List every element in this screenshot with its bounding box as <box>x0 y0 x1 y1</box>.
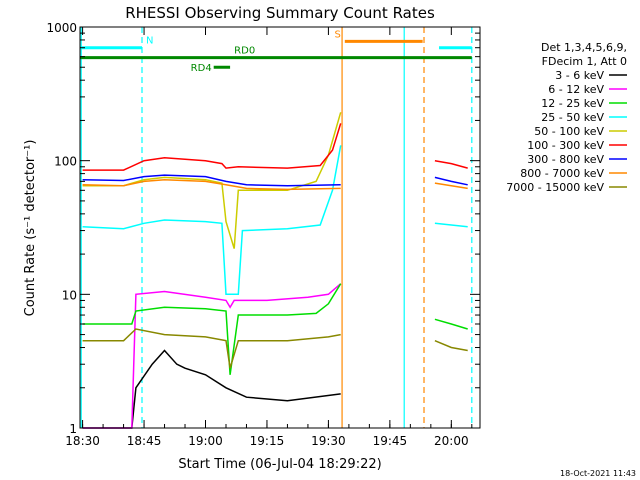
x-tick-label-4: 19:30 <box>311 434 346 448</box>
timestamp: 18-Oct-2021 11:43 <box>560 469 636 478</box>
x-axis-label: Start Time (06-Jul-04 18:29:22) <box>178 457 381 472</box>
series-line-after-gap-2 <box>434 182 468 190</box>
y-axis-label: Count Rate (s⁻¹ detector⁻¹) <box>23 140 38 317</box>
legend-label-0: 3 - 6 keV <box>555 69 604 82</box>
series-line-1 <box>82 283 342 429</box>
series-line-5 <box>82 123 342 171</box>
y-tick-label-3: 1000 <box>46 21 77 35</box>
series-line-after-gap-1 <box>434 176 468 186</box>
x-tick-label-3: 19:15 <box>250 434 285 448</box>
series-line-4 <box>82 112 342 249</box>
y-tick-label-1: 10 <box>62 288 77 302</box>
series-line-after-gap-3 <box>434 222 468 228</box>
axes: 18:30 18:45 19:00 19:15 19:30 19:45 20:00 1 10 10… <box>46 21 480 448</box>
legend-label-7: 800 - 7000 keV <box>520 167 604 180</box>
legend-label-5: 100 - 300 keV <box>527 139 604 152</box>
legend-label-1: 6 - 12 keV <box>548 83 604 96</box>
legend-label-4: 50 - 100 keV <box>534 125 604 138</box>
legend-label-6: 300 - 800 keV <box>527 153 604 166</box>
x-tick-label-1: 18:45 <box>127 434 162 448</box>
legend-label-8: 7000 - 15000 keV <box>506 181 604 194</box>
vertical-markers <box>80 27 473 428</box>
x-tick-label-2: 19:00 <box>188 434 223 448</box>
series-line-2 <box>82 283 342 375</box>
series-line-0 <box>82 349 341 429</box>
legend-label-2: 12 - 25 keV <box>541 97 604 110</box>
flag-bars: N S RD0 RD4 <box>80 29 472 74</box>
flag-label-rd0: RD0 <box>234 46 255 57</box>
x-tick-label-0: 18:30 <box>65 434 100 448</box>
flag-label-s: S <box>334 29 340 40</box>
series-lines <box>82 112 468 429</box>
legend: Det 1,3,4,5,6,9,FDecim 1, Att 03 - 6 keV… <box>506 41 627 194</box>
flag-label-rd4: RD4 <box>191 63 212 74</box>
legend-label-3: 25 - 50 keV <box>541 111 604 124</box>
plot-frame <box>79 26 481 429</box>
x-tick-label-6: 20:00 <box>434 434 469 448</box>
series-line-7 <box>82 178 341 191</box>
flag-label-n: N <box>146 36 153 47</box>
series-line-after-gap-5 <box>434 340 468 352</box>
x-tick-label-5: 19:45 <box>373 434 408 448</box>
legend-title-1: FDecim 1, Att 0 <box>542 55 627 68</box>
series-line-8 <box>82 328 341 369</box>
series-line-after-gap-4 <box>434 318 468 330</box>
y-tick-label-2: 100 <box>54 155 77 169</box>
y-tick-label-0: 1 <box>69 422 77 436</box>
chart-title: RHESSI Observing Summary Count Rates <box>125 4 435 22</box>
legend-title-0: Det 1,3,4,5,6,9, <box>541 41 627 54</box>
series-line-after-gap-0 <box>434 159 468 169</box>
series-line-6 <box>82 174 341 187</box>
series-line-3 <box>82 145 342 296</box>
